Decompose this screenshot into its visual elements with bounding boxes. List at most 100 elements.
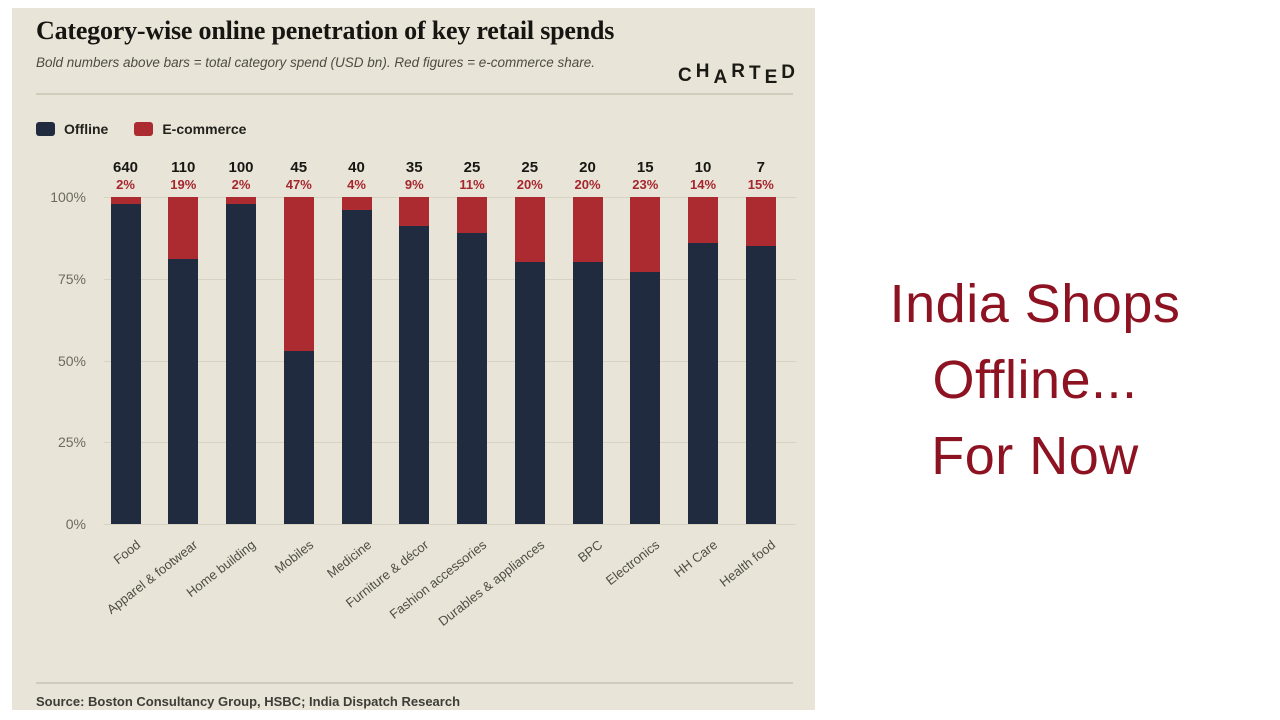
legend-swatch-icon (36, 122, 55, 136)
ecommerce-segment (341, 197, 372, 211)
total-spend-label: 20 (579, 159, 596, 176)
bar-value-labels: 10 14% (673, 159, 733, 192)
stacked-bar (572, 197, 603, 524)
charted-logo: CHARTED (678, 61, 799, 88)
gridline (104, 197, 796, 198)
ecommerce-segment (226, 197, 256, 204)
logo-letter: C (678, 65, 696, 86)
bar-value-labels: 25 11% (442, 159, 502, 192)
ecommerce-segment (283, 197, 314, 351)
stacked-bar (688, 197, 718, 524)
ecommerce-share-label: 15% (747, 177, 774, 192)
stacked-bar (630, 197, 661, 524)
legend-item: Offline (36, 121, 108, 137)
ecommerce-segment (572, 197, 603, 263)
y-axis-tick: 0% (65, 516, 86, 532)
ecommerce-segment (457, 197, 487, 233)
header-divider (36, 93, 793, 95)
y-axis-tick: 50% (57, 352, 86, 369)
logo-letter: D (781, 62, 799, 83)
offline-segment (457, 232, 487, 524)
stacked-bar (745, 197, 776, 524)
ecommerce-share-label: 4% (347, 177, 366, 192)
legend-swatch-icon (134, 122, 154, 136)
logo-letter: T (748, 63, 765, 84)
stacked-bar (168, 197, 199, 524)
total-spend-label: 35 (405, 159, 423, 176)
offline-segment (399, 226, 430, 524)
total-spend-label: 15 (636, 159, 654, 176)
bar-value-labels: 7 15% (731, 159, 791, 192)
offline-segment (341, 210, 372, 524)
gridline (104, 442, 796, 444)
y-axis-tick: 25% (57, 434, 86, 451)
gridline (104, 360, 796, 362)
bar-value-labels: 110 19% (153, 159, 213, 192)
bar-value-labels: 100 2% (211, 159, 271, 192)
offline-segment (572, 262, 603, 524)
legend-item: E-commerce (134, 121, 246, 137)
total-spend-label: 7 (756, 159, 765, 176)
total-spend-label: 40 (348, 159, 365, 176)
chart-legend: Offline E-commerce (36, 121, 246, 137)
bar-value-labels: 640 2% (96, 159, 156, 192)
ecommerce-share-label: 14% (689, 177, 717, 192)
ecommerce-segment (745, 197, 776, 247)
total-spend-label: 10 (694, 159, 712, 176)
ecommerce-segment (688, 197, 718, 243)
ecommerce-share-label: 2% (116, 177, 135, 192)
chart-title: Category-wise online penetration of key … (36, 16, 615, 45)
source-note: Source: Boston Consultancy Group, HSBC; … (36, 694, 461, 709)
total-spend-label: 110 (171, 159, 196, 176)
total-spend-label: 100 (228, 159, 254, 176)
caption-line-3: For Now (931, 426, 1139, 486)
offline-segment (514, 262, 545, 524)
offline-segment (630, 272, 661, 524)
chart-subtitle: Bold numbers above bars = total category… (36, 55, 596, 70)
slide-caption: India Shops Offline... For Now (795, 266, 1275, 494)
caption-line-1: India Shops (889, 274, 1181, 334)
bar-value-labels: 45 47% (269, 159, 329, 192)
stacked-bar (226, 197, 256, 524)
ecommerce-share-label: 19% (170, 177, 197, 192)
stacked-bar (457, 197, 487, 524)
stacked-bar (399, 197, 430, 524)
stacked-bar (341, 197, 372, 524)
stacked-bar (110, 197, 141, 524)
caption-line-2: Offline... (932, 350, 1138, 410)
ecommerce-segment (630, 197, 661, 273)
total-spend-label: 25 (463, 159, 481, 176)
offline-segment (110, 203, 141, 524)
ecommerce-share-label: 20% (574, 177, 601, 192)
offline-segment (688, 242, 718, 524)
total-spend-label: 640 (112, 159, 139, 176)
total-spend-label: 25 (521, 159, 539, 176)
y-axis: 100% 75% 50% 25% 0% (12, 189, 86, 532)
bar-value-labels: 15 23% (615, 159, 675, 192)
stacked-bar (514, 197, 545, 524)
logo-letter: H (695, 61, 714, 82)
ecommerce-segment (514, 197, 545, 263)
offline-segment (283, 350, 314, 524)
stacked-bar (283, 197, 314, 524)
ecommerce-share-label: 2% (231, 177, 251, 192)
footer-divider (36, 682, 793, 684)
offline-segment (745, 246, 776, 524)
ecommerce-share-label: 23% (632, 177, 659, 192)
y-axis-tick: 100% (50, 189, 86, 205)
plot-area (96, 197, 796, 525)
bar-value-labels: 35 9% (384, 159, 444, 192)
legend-label: E-commerce (162, 121, 247, 137)
ecommerce-share-label: 9% (404, 177, 424, 192)
ecommerce-segment (110, 197, 141, 204)
bar-value-labels: 40 4% (327, 159, 387, 192)
ecommerce-segment (399, 197, 430, 227)
ecommerce-segment (168, 197, 199, 260)
y-axis-tick: 75% (57, 270, 86, 287)
logo-letter: R (731, 61, 749, 82)
logo-letter: A (713, 67, 732, 88)
logo-letter: E (764, 67, 782, 88)
legend-label: Offline (64, 121, 109, 137)
offline-segment (168, 259, 199, 524)
